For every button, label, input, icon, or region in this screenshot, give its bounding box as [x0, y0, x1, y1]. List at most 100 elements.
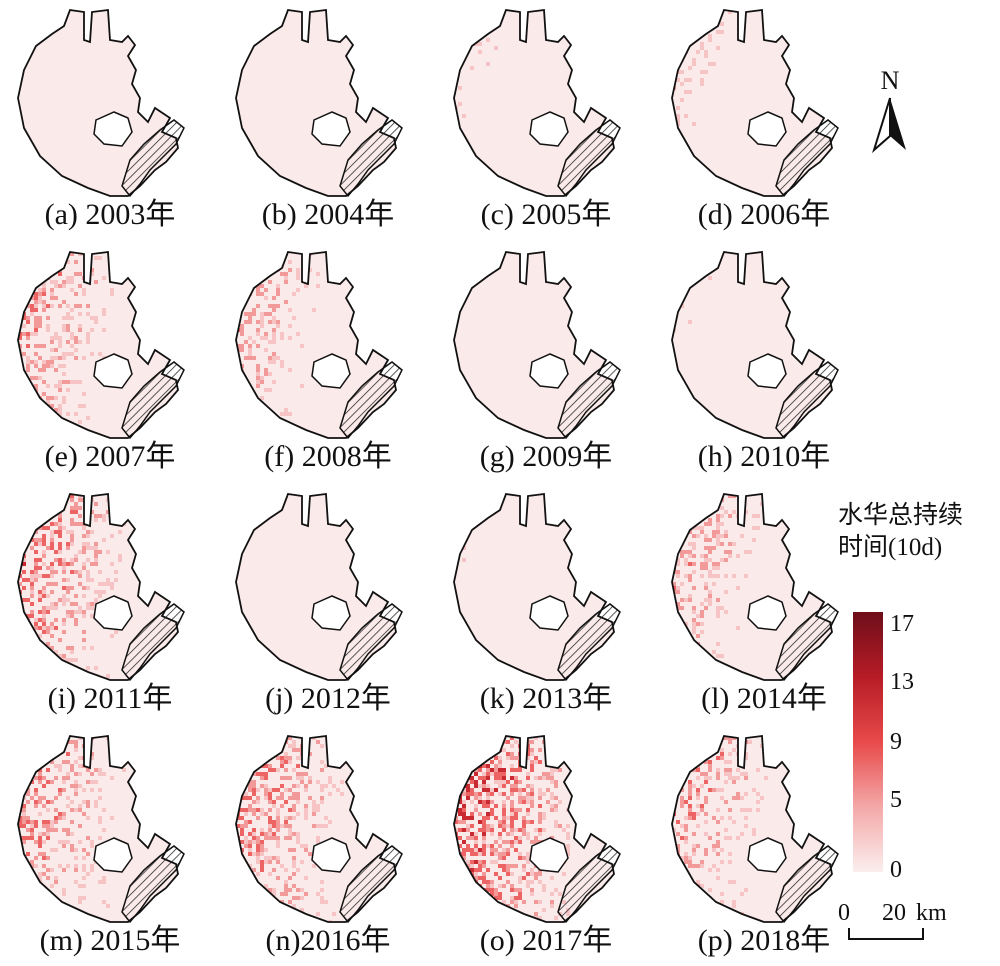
lake-outline — [235, 492, 397, 681]
island — [93, 111, 133, 147]
panel-caption: (l) 2014年 — [701, 682, 827, 715]
panel-caption: (g) 2009年 — [479, 440, 613, 473]
lake-map — [17, 734, 185, 924]
lake-surface — [454, 494, 614, 680]
lake-outline — [671, 8, 833, 197]
lake-map — [453, 8, 621, 198]
lake-map — [17, 250, 185, 440]
lake-outline — [453, 492, 615, 681]
hatched-area — [339, 603, 403, 682]
panel-caption: (h) 2010年 — [697, 440, 831, 473]
hatched-area — [121, 361, 185, 440]
legend-title: 水华总持续 时间(10d) — [838, 500, 1000, 564]
hatched-area — [339, 845, 403, 924]
island — [311, 837, 351, 873]
island — [529, 595, 569, 631]
lake-map — [671, 8, 839, 198]
panel-caption: (d) 2006年 — [697, 198, 831, 231]
lake-surface — [18, 494, 178, 680]
lake-outline — [17, 734, 179, 923]
map-panel: (e) 2007年 — [10, 242, 225, 482]
panel-caption: (o) 2017年 — [479, 924, 613, 957]
map-panel: (p) 2018年 — [664, 726, 879, 966]
island — [529, 111, 569, 147]
legend-tick-0: 0 — [890, 857, 902, 883]
lake-map — [453, 250, 621, 440]
lake-map — [671, 492, 839, 682]
hatched-area — [121, 845, 185, 924]
hatched-area — [339, 119, 403, 198]
lake-map — [671, 734, 839, 924]
map-panel: (o) 2017年 — [446, 726, 661, 966]
color-ramp — [853, 612, 883, 872]
island — [311, 353, 351, 389]
lake-surface — [236, 736, 396, 922]
panel-caption: (n)2016年 — [265, 924, 391, 957]
legend-title-line2: 时间(10d) — [838, 534, 943, 561]
hatched-area — [775, 845, 839, 924]
map-panel: (h) 2010年 — [664, 242, 879, 482]
panel-caption: (f) 2008年 — [264, 440, 392, 473]
lake-map — [453, 734, 621, 924]
hatched-area — [557, 119, 621, 198]
lake-surface — [672, 252, 832, 438]
island — [747, 353, 787, 389]
map-panel: (c) 2005年 — [446, 0, 661, 240]
panel-caption: (m) 2015年 — [39, 924, 181, 957]
lake-surface — [672, 10, 832, 196]
hatched-area — [775, 361, 839, 440]
island — [311, 595, 351, 631]
island — [93, 595, 133, 631]
scale-bar: 0 20 km — [836, 900, 986, 950]
lake-map — [235, 492, 403, 682]
legend-tick-5: 5 — [890, 787, 902, 813]
panel-caption: (p) 2018年 — [697, 924, 831, 957]
lake-outline — [671, 492, 833, 681]
lake-outline — [453, 734, 615, 923]
lake-surface — [18, 736, 178, 922]
legend-title-line1: 水华总持续 — [838, 502, 964, 529]
island — [93, 353, 133, 389]
map-panel: (m) 2015年 — [10, 726, 225, 966]
north-arrow: N — [862, 66, 918, 160]
map-panel: (j) 2012年 — [228, 484, 443, 724]
lake-outline — [235, 734, 397, 923]
hatched-area — [557, 603, 621, 682]
panel-caption: (i) 2011年 — [47, 682, 173, 715]
lake-map — [17, 492, 185, 682]
lake-map — [235, 734, 403, 924]
scale-left-label: 0 — [838, 900, 850, 926]
lake-outline — [671, 734, 833, 923]
lake-surface — [18, 10, 178, 196]
lake-surface — [454, 252, 614, 438]
hatched-area — [121, 119, 185, 198]
lake-map — [235, 250, 403, 440]
legend-tick-9: 9 — [890, 729, 902, 755]
map-panel: (k) 2013年 — [446, 484, 661, 724]
lake-surface — [454, 10, 614, 196]
island — [311, 111, 351, 147]
island — [93, 837, 133, 873]
north-arrow-icon — [872, 97, 906, 154]
island — [747, 595, 787, 631]
lake-outline — [17, 492, 179, 681]
island — [529, 353, 569, 389]
lake-surface — [236, 10, 396, 196]
lake-map — [453, 492, 621, 682]
lake-map — [17, 8, 185, 198]
lake-map — [235, 8, 403, 198]
map-panel: (g) 2009年 — [446, 242, 661, 482]
lake-outline — [453, 250, 615, 439]
scale-unit: km — [916, 900, 947, 926]
panel-caption: (c) 2005年 — [480, 198, 612, 231]
hatched-area — [775, 119, 839, 198]
panel-caption: (k) 2013年 — [479, 682, 613, 715]
legend: 水华总持续 时间(10d) 17 13 9 5 0 — [838, 500, 1000, 900]
island — [747, 111, 787, 147]
hatched-area — [557, 845, 621, 924]
scale-right-label: 20 — [882, 900, 906, 926]
lake-map — [671, 250, 839, 440]
map-panel: (b) 2004年 — [228, 0, 443, 240]
north-label: N — [880, 66, 900, 95]
map-panel: (n)2016年 — [228, 726, 443, 966]
